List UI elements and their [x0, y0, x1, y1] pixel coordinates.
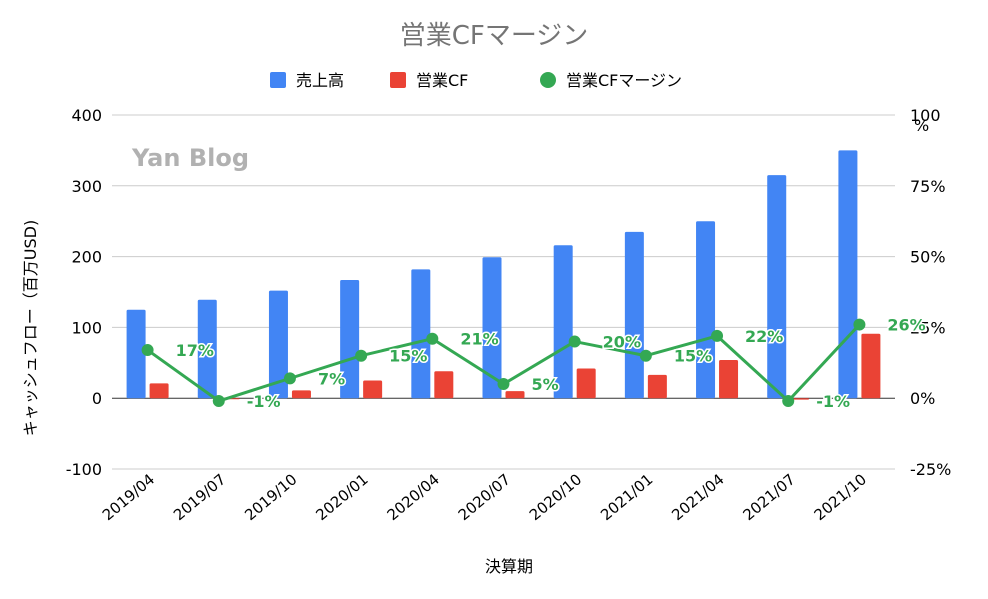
- y2-tick-label: 25%: [910, 318, 946, 337]
- x-tick-label: 2019/07: [170, 470, 229, 524]
- legend-swatch: [270, 72, 286, 88]
- bar: [696, 221, 716, 399]
- x-tick-label: 2020/01: [312, 470, 371, 524]
- y-tick-label: -100: [66, 460, 102, 479]
- x-tick-label: 2021/07: [739, 470, 798, 524]
- y2-tick-label: 50%: [910, 248, 946, 267]
- data-point: [497, 378, 510, 391]
- data-label: 7%: [318, 369, 345, 388]
- bar: [149, 383, 169, 399]
- legend: 売上高 営業CF 営業CFマージン: [270, 71, 682, 90]
- bar: [126, 309, 146, 399]
- data-point: [426, 332, 439, 345]
- data-label: 17%: [176, 341, 214, 360]
- bar: [861, 333, 881, 399]
- bar: [624, 231, 644, 399]
- y-axis-label: キャッシュフロー（百万USD): [21, 220, 40, 436]
- data-label: -1%: [816, 392, 850, 411]
- bar: [838, 150, 858, 399]
- x-tick-label: 2020/10: [526, 470, 585, 524]
- data-point: [283, 372, 296, 385]
- data-label: 26%: [887, 316, 925, 335]
- y2-axis-unit: %: [914, 116, 929, 135]
- bar: [363, 380, 383, 399]
- y-tick-label: 0: [92, 389, 102, 408]
- legend-swatch: [390, 72, 406, 88]
- y2-tick-label: -25%: [910, 460, 951, 479]
- data-point: [355, 349, 368, 362]
- x-tick-label: 2021/10: [811, 470, 870, 524]
- bar: [553, 245, 573, 399]
- x-tick-label: 2020/07: [455, 470, 514, 524]
- x-tick-label: 2019/04: [99, 470, 158, 524]
- y-tick-label: 100: [71, 318, 102, 337]
- data-point: [639, 349, 652, 362]
- bar: [767, 175, 787, 399]
- bar: [197, 299, 217, 399]
- y-tick-label: 400: [71, 106, 102, 125]
- bar: [434, 371, 454, 399]
- data-label: 22%: [745, 327, 783, 346]
- data-point: [711, 329, 724, 342]
- y2-tick-label: 0%: [910, 389, 935, 408]
- x-axis-label: 決算期: [485, 557, 533, 576]
- bar: [576, 368, 596, 399]
- bar: [790, 398, 810, 400]
- data-label: 5%: [532, 375, 559, 394]
- bar: [411, 269, 431, 399]
- watermark: Yan Blog: [131, 144, 249, 172]
- data-label: 15%: [389, 347, 427, 366]
- legend-swatch: [540, 72, 556, 88]
- data-label: 15%: [674, 347, 712, 366]
- x-axis: 2019/04 2019/07 2019/10 2020/01 2020/04 2020/…: [99, 470, 870, 524]
- y-tick-label: 300: [71, 177, 102, 196]
- data-point: [212, 395, 225, 408]
- y-axis-right: -25% 0% 25% 50% 75% 100: [910, 106, 951, 479]
- bars: [126, 150, 881, 400]
- data-point: [568, 335, 581, 348]
- x-tick-label: 2019/10: [241, 470, 300, 524]
- y-axis-left: -100 0 100 200 300 400: [66, 106, 102, 479]
- bar: [719, 359, 739, 399]
- bar: [647, 374, 667, 399]
- x-tick-label: 2021/04: [668, 470, 727, 524]
- data-label: -1%: [247, 392, 281, 411]
- legend-label: 売上高: [296, 71, 344, 90]
- data-point: [141, 344, 154, 357]
- margin-line: 17% -1% 7% 15% 21% 5% 20% 15% 22% -1% 26%: [141, 314, 927, 413]
- chart-title: 営業CFマージン: [400, 21, 589, 51]
- bar: [505, 391, 525, 399]
- x-tick-label: 2021/01: [597, 470, 656, 524]
- data-point: [782, 395, 795, 408]
- x-tick-label: 2020/04: [384, 470, 443, 524]
- legend-label: 営業CF: [416, 71, 468, 90]
- gridlines: [112, 114, 895, 470]
- data-point: [853, 318, 866, 331]
- data-label: 21%: [460, 330, 498, 349]
- y2-tick-label: 100: [910, 106, 941, 125]
- y2-tick-label: 75%: [910, 177, 946, 196]
- legend-label: 営業CFマージン: [566, 71, 682, 90]
- y-tick-label: 200: [71, 248, 102, 267]
- bar: [291, 390, 311, 399]
- data-label: 20%: [603, 333, 641, 352]
- bar: [268, 290, 288, 399]
- bar: [340, 279, 360, 399]
- bar: [482, 257, 502, 399]
